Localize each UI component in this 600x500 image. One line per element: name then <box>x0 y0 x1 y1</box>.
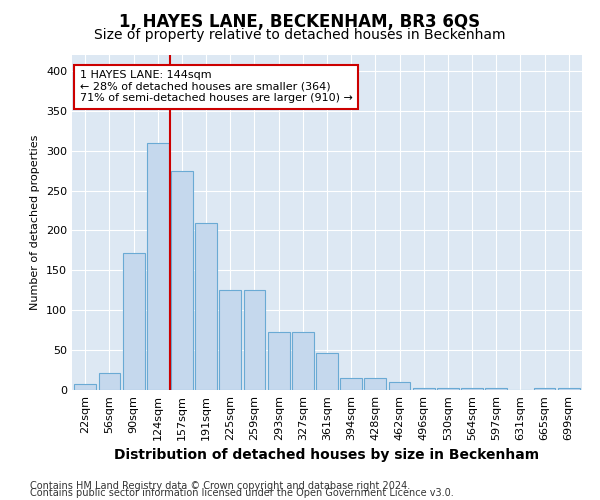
Bar <box>485 388 507 390</box>
Text: 1, HAYES LANE, BECKENHAM, BR3 6QS: 1, HAYES LANE, BECKENHAM, BR3 6QS <box>119 12 481 30</box>
Text: Contains public sector information licensed under the Open Government Licence v3: Contains public sector information licen… <box>30 488 454 498</box>
Text: Contains HM Land Registry data © Crown copyright and database right 2024.: Contains HM Land Registry data © Crown c… <box>30 481 410 491</box>
Bar <box>558 388 580 390</box>
Bar <box>533 388 556 390</box>
Bar <box>74 384 96 390</box>
Bar <box>437 388 459 390</box>
Bar <box>413 388 434 390</box>
Bar <box>340 378 362 390</box>
Bar <box>268 332 290 390</box>
Text: Size of property relative to detached houses in Beckenham: Size of property relative to detached ho… <box>94 28 506 42</box>
Bar <box>195 222 217 390</box>
Bar <box>461 388 483 390</box>
Bar <box>292 332 314 390</box>
Bar <box>171 170 193 390</box>
Text: 1 HAYES LANE: 144sqm
← 28% of detached houses are smaller (364)
71% of semi-deta: 1 HAYES LANE: 144sqm ← 28% of detached h… <box>80 70 353 103</box>
X-axis label: Distribution of detached houses by size in Beckenham: Distribution of detached houses by size … <box>115 448 539 462</box>
Bar <box>316 352 338 390</box>
Bar <box>244 290 265 390</box>
Bar <box>389 382 410 390</box>
Bar <box>98 373 121 390</box>
Bar <box>123 253 145 390</box>
Bar <box>147 142 169 390</box>
Bar <box>220 290 241 390</box>
Bar <box>364 378 386 390</box>
Y-axis label: Number of detached properties: Number of detached properties <box>31 135 40 310</box>
